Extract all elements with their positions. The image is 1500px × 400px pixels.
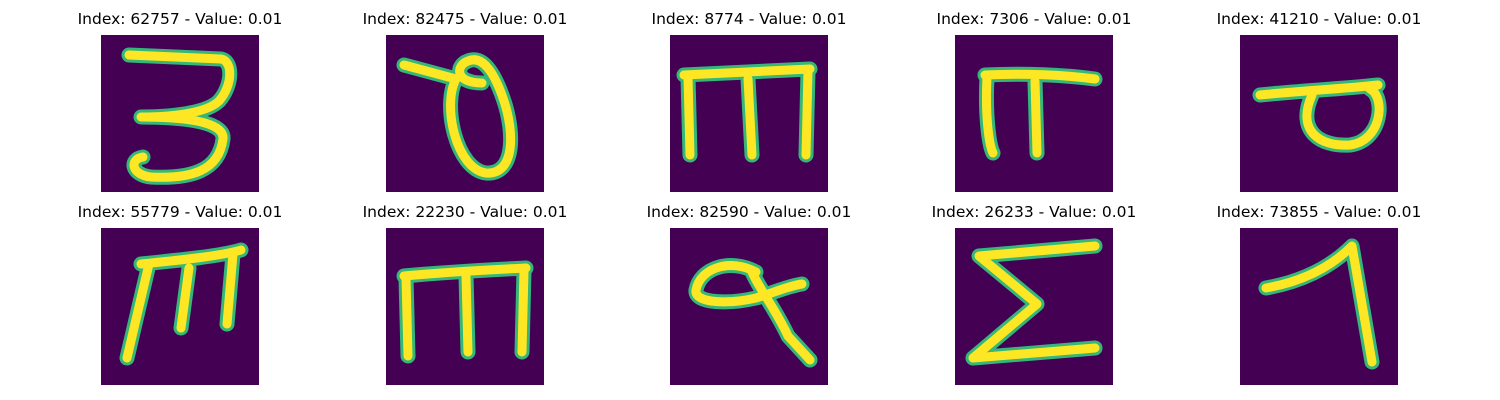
panel-6: Index: 55779 - Value: 0.01 — [35, 193, 325, 385]
glyph-image — [676, 61, 818, 163]
panel-title: Index: 82590 - Value: 0.01 — [646, 203, 852, 221]
glyph-image — [965, 238, 1103, 366]
panel-image — [955, 35, 1113, 192]
panel-title: Index: 7306 - Value: 0.01 — [936, 10, 1132, 28]
panel-image — [386, 35, 544, 192]
glyph-image — [1258, 238, 1380, 370]
panel-3: Index: 8774 - Value: 0.01 — [604, 0, 894, 192]
glyph-image — [977, 66, 1103, 161]
panel-title: Index: 22230 - Value: 0.01 — [362, 203, 568, 221]
glyph-image — [119, 242, 249, 366]
glyph-image — [688, 258, 818, 368]
panel-9: Index: 26233 - Value: 0.01 — [889, 193, 1179, 385]
panel-title: Index: 62757 - Value: 0.01 — [77, 10, 283, 28]
panel-1: Index: 62757 - Value: 0.01 — [35, 0, 325, 192]
glyph-image — [396, 260, 534, 364]
panel-title: Index: 73855 - Value: 0.01 — [1216, 203, 1422, 221]
panel-image — [670, 35, 828, 192]
glyph-image — [396, 52, 519, 181]
panel-7: Index: 22230 - Value: 0.01 — [320, 193, 610, 385]
panel-10: Index: 73855 - Value: 0.01 — [1174, 193, 1464, 385]
panel-title: Index: 41210 - Value: 0.01 — [1216, 10, 1422, 28]
panel-image — [670, 228, 828, 385]
panel-4: Index: 7306 - Value: 0.01 — [889, 0, 1179, 192]
panel-image — [101, 228, 259, 385]
panel-title: Index: 55779 - Value: 0.01 — [77, 203, 283, 221]
panel-image — [101, 35, 259, 192]
panel-2: Index: 82475 - Value: 0.01 — [320, 0, 610, 192]
panel-5: Index: 41210 - Value: 0.01 — [1174, 0, 1464, 192]
glyph-image — [121, 47, 238, 185]
panel-image — [955, 228, 1113, 385]
panel-title: Index: 82475 - Value: 0.01 — [362, 10, 568, 28]
panel-image — [1240, 228, 1398, 385]
panel-image — [386, 228, 544, 385]
panel-8: Index: 82590 - Value: 0.01 — [604, 193, 894, 385]
glyph-image — [1252, 77, 1387, 153]
panel-title: Index: 8774 - Value: 0.01 — [651, 10, 847, 28]
panel-title: Index: 26233 - Value: 0.01 — [931, 203, 1137, 221]
panel-image — [1240, 35, 1398, 192]
